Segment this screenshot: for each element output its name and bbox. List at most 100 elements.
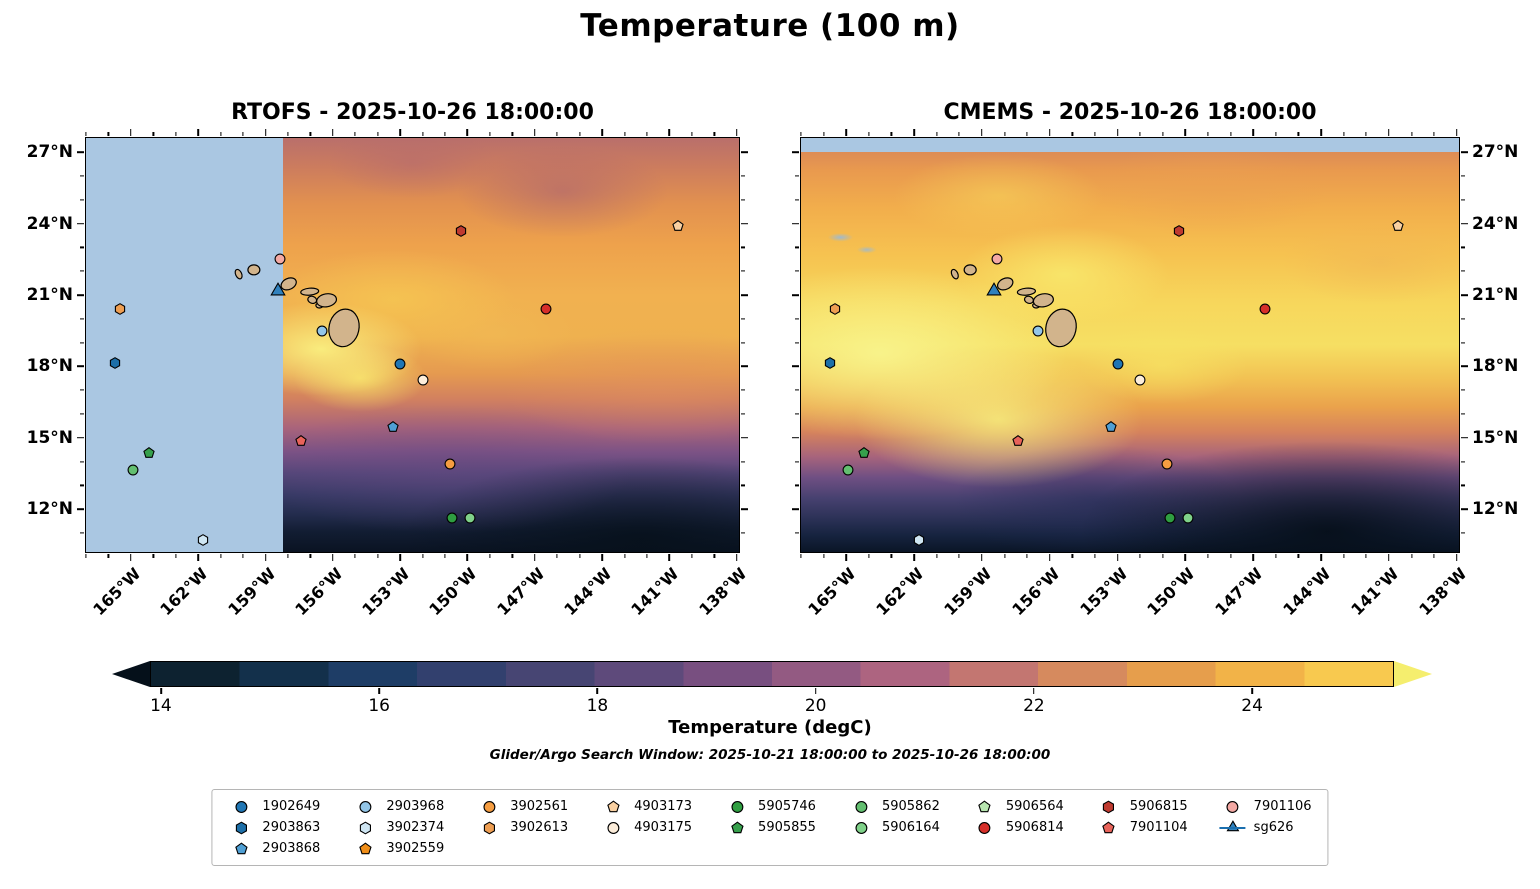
axis-tick <box>1026 132 1028 136</box>
axis-tick <box>220 132 222 136</box>
x-tick-label: 162°W <box>872 564 928 620</box>
axis-tick <box>792 436 799 439</box>
cmems-x-axis-labels: 165°W 162°W 159°W 156°W 153°W 150°W 147°W 144°W… <box>801 552 1470 647</box>
legend-label: 7901104 <box>1129 820 1188 835</box>
float-marker-7901104 <box>1012 435 1025 448</box>
axis-tick <box>1365 554 1367 558</box>
circle-marker-icon <box>228 800 254 814</box>
axis-tick <box>107 132 110 136</box>
axis-tick <box>80 460 84 463</box>
legend-item-2903868: 2903868 <box>228 839 320 858</box>
axis-tick <box>823 554 825 558</box>
axis-tick <box>741 508 748 510</box>
axis-tick <box>1094 132 1096 136</box>
axis-tick <box>354 554 356 558</box>
y-tick-label: 12°N <box>1472 499 1519 520</box>
colorbar-tick <box>1033 688 1035 694</box>
axis-tick <box>741 413 745 415</box>
x-tick-label: 147°W <box>1211 564 1267 620</box>
axis-tick <box>1461 175 1465 177</box>
axis-tick <box>444 554 446 558</box>
axis-tick <box>691 132 693 136</box>
rtofs-map-panel: 12°N 15°N 18°N 21°N 24°N 27°N 165°W 162°W 159°W… <box>27 129 750 619</box>
figure-title: Temperature (100 m) <box>580 8 960 44</box>
axis-tick <box>85 132 87 136</box>
float-marker-2903868 <box>387 421 400 434</box>
axis-tick <box>646 132 648 136</box>
x-tick-label: 147°W <box>493 564 549 620</box>
axis-tick <box>77 294 84 296</box>
axis-tick <box>197 554 199 561</box>
legend-item-7901106: 7901106 <box>1220 797 1312 816</box>
hexagon-marker-icon <box>228 821 254 835</box>
axis-tick <box>795 389 799 391</box>
axis-tick <box>623 132 626 136</box>
axis-tick <box>77 436 84 439</box>
legend-column: 7901106 sg626 <box>1219 797 1312 858</box>
axis-tick <box>579 554 581 558</box>
axis-tick <box>741 222 748 225</box>
y-tick-label: 24°N <box>1472 213 1519 234</box>
x-tick-label: 138°W <box>1414 564 1471 620</box>
axis-tick <box>422 554 424 558</box>
axis-tick <box>668 554 671 561</box>
axis-tick <box>332 554 334 561</box>
axis-tick <box>85 554 87 558</box>
colorbar-ticks: 14 16 18 20 22 24 <box>150 688 1394 722</box>
axis-tick <box>795 413 799 415</box>
axis-tick <box>936 132 938 136</box>
axis-tick <box>287 554 289 558</box>
legend-label: 4903175 <box>634 820 693 835</box>
x-tick-label: 162°W <box>156 564 212 620</box>
axis-tick <box>795 532 799 534</box>
float-marker-5906815 <box>1172 224 1185 237</box>
axis-tick <box>741 199 745 201</box>
legend-item-sg626: sg626 <box>1219 818 1312 837</box>
legend-label: 2903863 <box>262 820 321 835</box>
axis-tick <box>741 294 748 296</box>
axis-tick <box>792 151 799 154</box>
rtofs-x-axis-labels: 165°W 162°W 159°W 156°W 153°W 150°W 147°W 144°W… <box>86 552 750 647</box>
y-tick-label: 15°N <box>26 427 73 448</box>
float-marker-5905746 <box>445 511 458 524</box>
axis-tick <box>175 132 177 136</box>
axis-tick <box>1094 554 1096 558</box>
axis-tick <box>1461 389 1465 391</box>
hawaiian-islands <box>234 264 360 348</box>
axis-tick <box>741 175 745 177</box>
axis-tick <box>1461 436 1468 439</box>
axis-tick <box>80 342 84 344</box>
circle-marker-icon <box>724 800 750 814</box>
axis-tick <box>913 129 915 136</box>
axis-tick <box>795 175 799 177</box>
axis-tick <box>713 132 715 136</box>
colorbar-tick <box>814 688 817 694</box>
cmems-nodata-stripe <box>801 138 1459 153</box>
axis-tick <box>287 132 289 136</box>
circle-marker-icon <box>476 800 502 814</box>
colorbar-under-arrow <box>112 661 150 687</box>
pentagon-marker-icon <box>228 842 254 856</box>
legend-item-2903968: 2903968 <box>352 797 444 816</box>
axis-tick <box>444 132 446 136</box>
axis-tick <box>936 554 938 558</box>
axis-tick <box>1461 460 1465 463</box>
axis-tick <box>1461 318 1465 320</box>
triangle-marker-icon <box>1219 820 1246 835</box>
float-marker-2903968 <box>315 324 328 337</box>
legend-item-4903175: 4903175 <box>600 818 692 837</box>
legend-column: 5905862 5906164 <box>848 797 940 858</box>
axis-tick <box>1461 270 1465 272</box>
axis-tick <box>1139 554 1141 558</box>
legend-column: 5905746 5905855 <box>724 797 816 858</box>
axis-tick <box>1207 554 1209 558</box>
hexagon-marker-icon <box>1096 800 1122 814</box>
float-marker-5905862 <box>842 463 855 476</box>
axis-tick <box>1388 554 1390 561</box>
circle-marker-icon <box>848 800 874 814</box>
axis-tick <box>1071 132 1073 136</box>
axis-tick <box>1320 129 1322 136</box>
legend-item-5906164: 5906164 <box>848 818 940 837</box>
axis-tick <box>845 129 848 136</box>
axis-tick <box>1410 554 1413 558</box>
